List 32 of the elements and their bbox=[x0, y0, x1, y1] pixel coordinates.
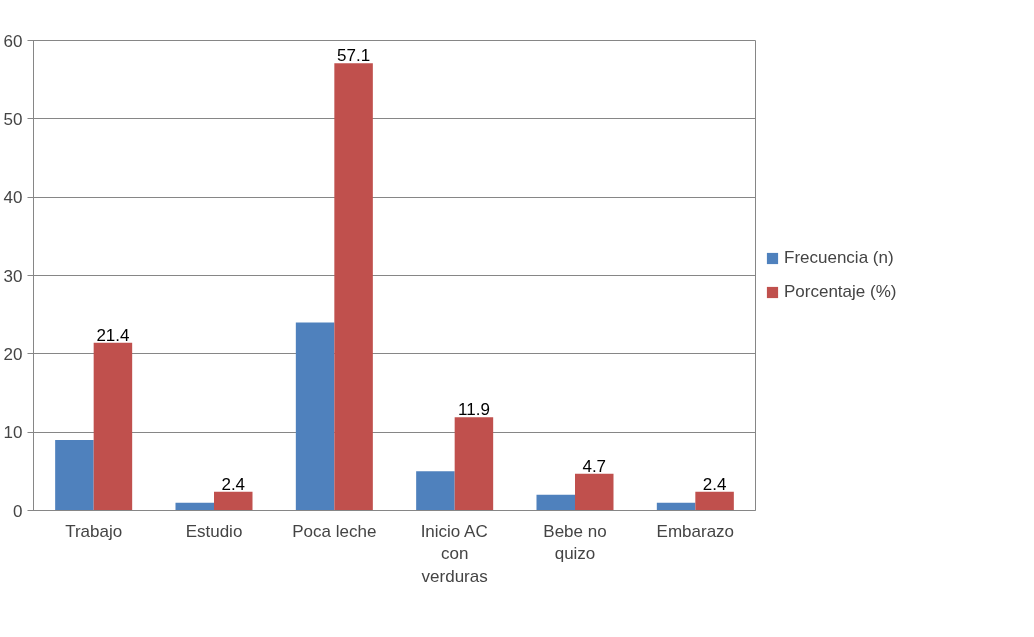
legend-label: Frecuencia (n) bbox=[784, 248, 894, 268]
x-tick-label: Trabajo bbox=[65, 521, 123, 541]
bar bbox=[416, 471, 455, 511]
y-tick-label: 10 bbox=[3, 423, 23, 443]
bar bbox=[93, 342, 133, 511]
legend-label: Porcentaje (%) bbox=[784, 282, 897, 302]
x-tick-label: Estudio bbox=[185, 521, 243, 541]
y-tick-label: 30 bbox=[3, 266, 23, 286]
bar bbox=[295, 322, 335, 511]
bar bbox=[55, 440, 94, 511]
bar bbox=[536, 494, 575, 511]
y-tick-label: 0 bbox=[13, 501, 23, 521]
data-label: 2.4 bbox=[221, 474, 246, 494]
y-tick-label: 50 bbox=[3, 109, 23, 129]
y-tick-label: 60 bbox=[3, 31, 23, 51]
x-tick-label: Bebe no quizo bbox=[543, 521, 607, 564]
bar bbox=[575, 473, 614, 511]
bar bbox=[695, 491, 734, 511]
data-label: 21.4 bbox=[96, 325, 130, 345]
y-tick-label: 40 bbox=[3, 188, 23, 208]
bar bbox=[175, 502, 214, 511]
bar bbox=[334, 63, 373, 511]
bar bbox=[214, 491, 253, 511]
bar bbox=[454, 417, 494, 511]
x-tick-label: Poca leche bbox=[292, 521, 377, 541]
y-tick-label: 20 bbox=[3, 344, 23, 364]
data-label: 2.4 bbox=[702, 474, 727, 494]
data-label: 4.7 bbox=[582, 456, 607, 476]
data-label: 11.9 bbox=[458, 400, 490, 420]
x-tick-label: Inicio AC con verduras bbox=[420, 521, 488, 587]
x-tick-label: Embarazo bbox=[656, 521, 735, 541]
data-label: 57.1 bbox=[337, 46, 371, 66]
